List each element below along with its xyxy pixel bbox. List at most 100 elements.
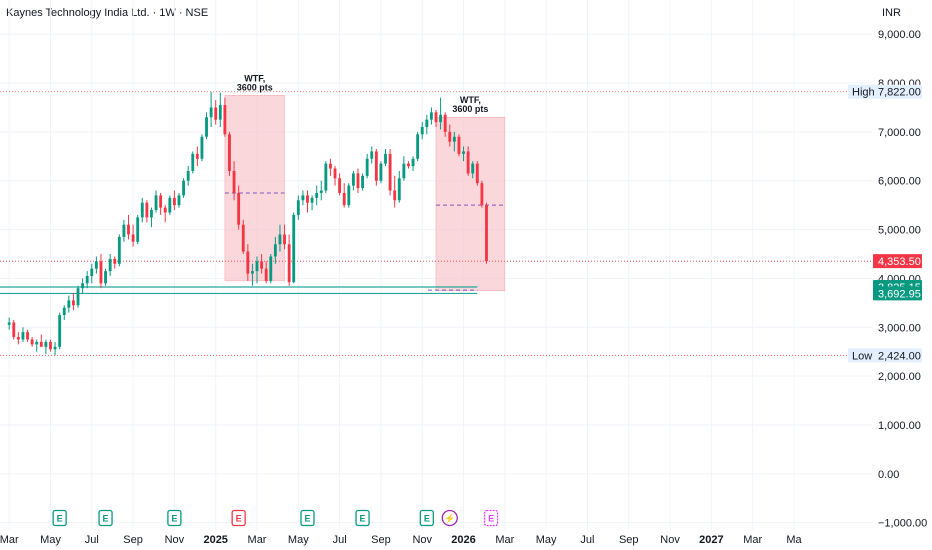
candle-body bbox=[168, 197, 172, 213]
x-axis[interactable]: Mar May Jul Sep Nov 2025 Mar May Jul Sep Nov 2026 Ma… bbox=[0, 534, 803, 546]
candle-body bbox=[485, 205, 488, 262]
y-axis[interactable]: −1,000.000.001,000.002,000.003,000.004,0… bbox=[878, 29, 927, 529]
currency-label[interactable]: INR bbox=[882, 7, 901, 19]
y-tick-label: 6,000.00 bbox=[878, 176, 921, 188]
candle-body bbox=[26, 332, 29, 340]
candle-body bbox=[186, 170, 190, 181]
candles bbox=[7, 91, 488, 356]
candle-body bbox=[72, 300, 75, 306]
y-tick-label: 2,000.00 bbox=[878, 371, 921, 383]
x-tick-label: Nov bbox=[412, 534, 432, 546]
candle-body bbox=[58, 315, 62, 347]
candle-body bbox=[177, 195, 181, 206]
candle-body bbox=[241, 224, 245, 252]
candle-body bbox=[452, 136, 456, 142]
candle-body bbox=[292, 214, 296, 283]
zone-annotation: WTF, bbox=[460, 95, 481, 105]
candle-body bbox=[122, 224, 126, 237]
candle-body bbox=[475, 163, 479, 184]
event-label: E bbox=[171, 514, 177, 524]
candle-body bbox=[76, 288, 80, 306]
candle-body bbox=[306, 195, 309, 203]
candle-body bbox=[319, 190, 323, 193]
x-tick-label: Jul bbox=[580, 534, 594, 546]
price-tag-bg bbox=[873, 286, 922, 301]
candle-body bbox=[150, 210, 153, 218]
drawdown-zone bbox=[435, 116, 506, 291]
candle-body bbox=[16, 337, 20, 340]
chart-title: Kaynes Technology India Ltd. · 1W · NSE bbox=[6, 7, 209, 19]
candle-body bbox=[246, 251, 250, 274]
candle-body bbox=[439, 114, 443, 123]
y-tick-label: 1,000.00 bbox=[878, 420, 921, 432]
candle-body bbox=[425, 119, 429, 128]
candle-body bbox=[49, 341, 52, 350]
candle-body bbox=[35, 341, 39, 345]
candle-body bbox=[131, 234, 135, 242]
candle-body bbox=[466, 151, 470, 174]
price-tag-bg bbox=[848, 84, 922, 99]
candle-body bbox=[30, 339, 34, 345]
candle-body bbox=[232, 170, 236, 193]
earnings-icon bbox=[98, 509, 113, 527]
earnings-icon bbox=[167, 509, 182, 527]
candle-body bbox=[402, 163, 406, 179]
candle-body bbox=[214, 107, 218, 120]
x-tick-label: May bbox=[40, 534, 61, 546]
earnings-icon bbox=[419, 509, 434, 527]
candle-body bbox=[338, 178, 342, 193]
candle-body bbox=[209, 107, 213, 118]
x-tick-label: 2027 bbox=[699, 534, 723, 546]
candle-body bbox=[333, 168, 337, 179]
candle-body bbox=[397, 178, 401, 201]
candle-body bbox=[7, 322, 11, 325]
x-tick-label: 2025 bbox=[203, 534, 227, 546]
candle-body bbox=[329, 163, 332, 169]
x-tick-label: Jul bbox=[333, 534, 347, 546]
zone-annotation: 3600 pts bbox=[452, 104, 488, 114]
x-tick-label: Mar bbox=[248, 534, 267, 546]
candle-body bbox=[273, 244, 277, 257]
price-tag-label: High bbox=[852, 87, 875, 99]
candle-body bbox=[62, 307, 66, 316]
x-tick-label: Mar bbox=[743, 534, 762, 546]
earnings-icon bbox=[355, 509, 370, 527]
candle-body bbox=[85, 275, 89, 284]
x-tick-label: May bbox=[288, 534, 309, 546]
candle-body bbox=[99, 261, 103, 284]
candle-body bbox=[44, 341, 48, 347]
y-tick-label: 9,000.00 bbox=[878, 29, 921, 41]
zone-annotation: 3600 pts bbox=[237, 82, 273, 92]
candle-body bbox=[136, 217, 140, 242]
candle-body bbox=[205, 117, 208, 137]
candle-body bbox=[200, 136, 204, 159]
price-tag-bg bbox=[848, 348, 922, 363]
x-tick-label: May bbox=[536, 534, 557, 546]
candle-body bbox=[223, 105, 227, 135]
candle-body bbox=[94, 261, 98, 269]
y-tick-label: 3,000.00 bbox=[878, 322, 921, 334]
candle-body bbox=[81, 283, 85, 289]
x-tick-label: Ma bbox=[786, 534, 802, 546]
candle-body bbox=[370, 151, 374, 159]
candle-body bbox=[310, 197, 314, 203]
candle-body bbox=[191, 153, 195, 171]
dividend-icon bbox=[441, 509, 458, 527]
candle-body bbox=[39, 341, 43, 347]
candle-body bbox=[296, 200, 300, 215]
x-tick-label: 2026 bbox=[451, 534, 475, 546]
candle-body bbox=[117, 236, 121, 264]
price-tag-value: 2,424.00 bbox=[878, 350, 921, 362]
candle-body bbox=[365, 158, 369, 176]
candle-body bbox=[393, 190, 397, 201]
event-label: ⚡ bbox=[444, 513, 455, 525]
candle-body bbox=[67, 300, 71, 308]
price-tags: High7,822.004,353.503,825.153,692.95Low2… bbox=[848, 84, 922, 363]
candle-body bbox=[21, 332, 25, 340]
grid-lines bbox=[0, 0, 872, 530]
candle-body bbox=[457, 136, 461, 154]
candle-body bbox=[159, 195, 163, 208]
earnings-icon bbox=[231, 509, 246, 527]
